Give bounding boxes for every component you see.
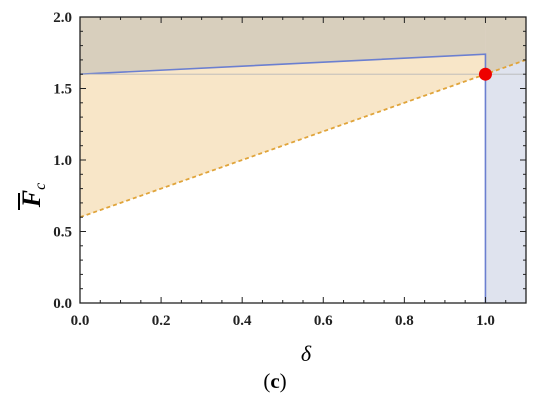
shaded-region-0 <box>80 54 486 218</box>
x-axis-label: δ <box>301 341 312 366</box>
series-lines <box>79 53 527 303</box>
x-tick-label: 0.6 <box>314 313 333 329</box>
y-axis-label: Fc <box>17 183 49 210</box>
data-points <box>478 67 492 81</box>
y-axis-label-sub: c <box>32 183 49 190</box>
x-tick-label: 0.2 <box>152 313 171 329</box>
x-tick-label: 0.4 <box>233 313 252 329</box>
y-tick-label: 2.0 <box>53 10 72 26</box>
figure-caption: (c) <box>263 369 286 393</box>
series-line-1 <box>79 59 527 219</box>
shaded-region-2 <box>485 17 526 75</box>
axis-ticks: 0.0 0.2 0.4 0.6 0.8 1.0 0.0 0.5 1.0 1.5 2.0 <box>53 10 527 329</box>
x-tick-label: 0.0 <box>71 313 90 329</box>
y-tick-label: 0.0 <box>53 296 72 312</box>
x-tick-label: 0.8 <box>395 313 414 329</box>
y-axis-label-main: F <box>17 190 46 208</box>
shaded-region-1 <box>80 17 486 75</box>
series-line-0 <box>79 53 487 303</box>
y-tick-label: 1.5 <box>53 82 72 98</box>
y-tick-label: 0.5 <box>53 225 72 241</box>
x-tick-label: 1.0 <box>476 313 495 329</box>
data-point-0 <box>478 67 492 81</box>
shaded-regions <box>80 17 526 304</box>
shaded-region-3 <box>485 59 526 304</box>
svg-text:Fc: Fc <box>17 183 49 208</box>
y-tick-label: 1.0 <box>53 153 72 169</box>
